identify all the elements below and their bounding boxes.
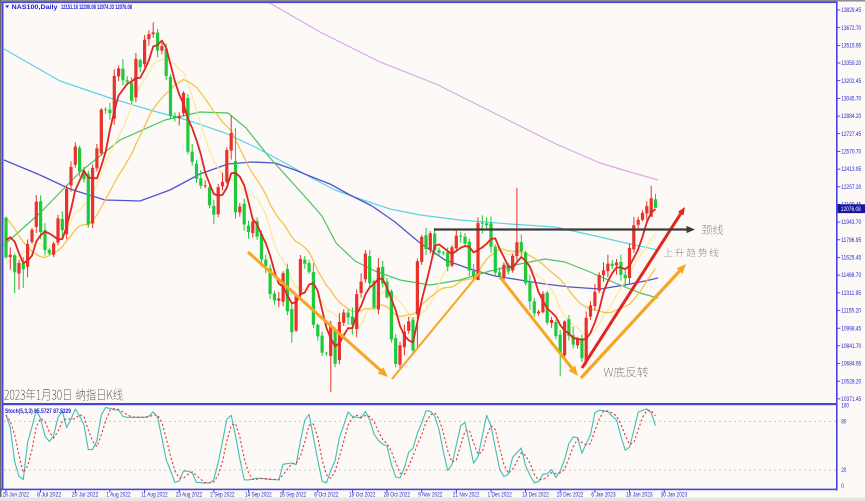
svg-text:12884.20: 12884.20 [841,114,862,120]
svg-text:80: 80 [841,420,847,426]
svg-text:30 Jan 2023: 30 Jan 2023 [661,491,688,498]
svg-text:6 Oct 2022: 6 Oct 2022 [314,491,339,498]
svg-text:18 Oct 2022: 18 Oct 2022 [349,491,376,498]
svg-text:20 Jul 2022: 20 Jul 2022 [72,491,99,498]
svg-text:26 Sep 2022: 26 Sep 2022 [280,491,307,498]
svg-text:14 Sep 2022: 14 Sep 2022 [245,491,272,498]
svg-text:23 Dec 2022: 23 Dec 2022 [557,491,584,498]
svg-text:11311.95: 11311.95 [841,291,862,297]
svg-text:10841.70: 10841.70 [841,344,862,350]
svg-text:28 Jun 2022: 28 Jun 2022 [3,491,30,498]
svg-text:NAS100,Daily: NAS100,Daily [12,4,58,11]
svg-text:13045.70: 13045.70 [841,97,862,103]
svg-text:13 Dec 2022: 13 Dec 2022 [522,491,549,498]
svg-text:11 Aug 2022: 11 Aug 2022 [141,491,168,498]
svg-text:20: 20 [841,468,847,474]
svg-text:11786.95: 11786.95 [841,238,862,244]
svg-text:12413.95: 12413.95 [841,167,862,173]
svg-text:13359.20: 13359.20 [841,61,862,67]
svg-text:18 Jan 2023: 18 Jan 2023 [626,491,653,498]
svg-text:10998.45: 10998.45 [841,326,862,332]
svg-text:8 Jul 2022: 8 Jul 2022 [37,491,62,498]
svg-text:11943.70: 11943.70 [841,220,862,226]
svg-text:12727.45: 12727.45 [841,132,862,138]
svg-text:11468.70: 11468.70 [841,273,862,279]
svg-text:10684.95: 10684.95 [841,362,862,368]
svg-text:0: 0 [841,484,844,490]
svg-text:11155.20: 11155.20 [841,309,862,315]
svg-text:11625.45: 11625.45 [841,256,862,262]
svg-text:13829.45: 13829.45 [841,8,862,14]
svg-text:13515.95: 13515.95 [841,44,862,50]
svg-text:1 Dec 2022: 1 Dec 2022 [488,491,513,498]
svg-text:10528.20: 10528.20 [841,379,862,385]
svg-text:Stoch(5,3,3) 85.5727 87.5329: Stoch(5,3,3) 85.5727 87.5329 [5,408,71,415]
svg-text:6 Jan 2023: 6 Jan 2023 [591,491,616,498]
svg-text:10371.45: 10371.45 [841,397,862,403]
svg-text:12570.70: 12570.70 [841,150,862,156]
svg-text:1 Aug 2022: 1 Aug 2022 [106,491,131,498]
svg-text:12151.18 12200.08 12074.33 120: 12151.18 12200.08 12074.33 12076.08 [61,4,132,11]
svg-text:2 Sep 2022: 2 Sep 2022 [210,491,235,498]
svg-text:100: 100 [841,403,849,409]
svg-text:13202.45: 13202.45 [841,79,862,85]
svg-text:13672.70: 13672.70 [841,26,862,32]
svg-text:12076.08: 12076.08 [841,207,862,213]
svg-text:23 Aug 2022: 23 Aug 2022 [176,491,203,498]
svg-text:21 Nov 2022: 21 Nov 2022 [453,491,480,498]
svg-text:12257.20: 12257.20 [841,185,862,191]
svg-text:9 Nov 2022: 9 Nov 2022 [418,491,443,498]
svg-text:28 Oct 2022: 28 Oct 2022 [384,491,411,498]
